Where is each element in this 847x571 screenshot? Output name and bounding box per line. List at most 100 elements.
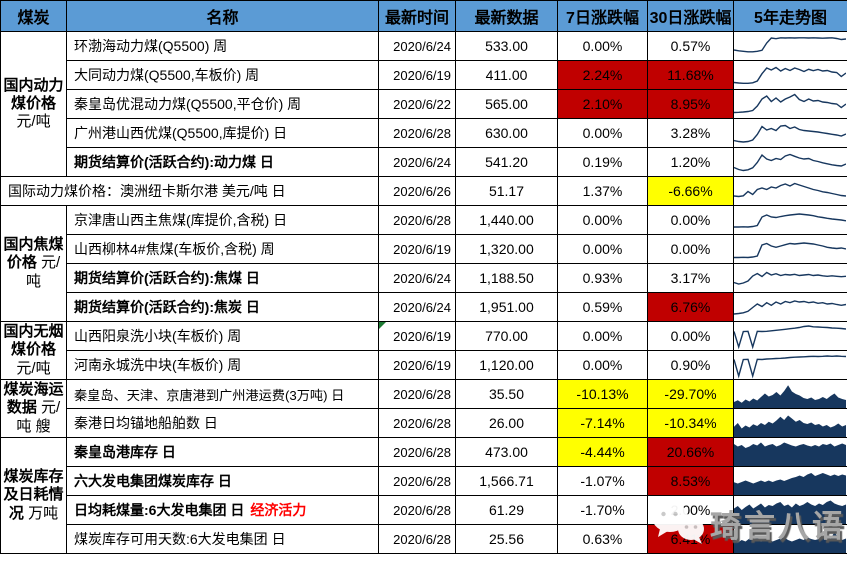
cell-30day-change[interactable]: 8.95% (647, 89, 734, 119)
cell-sparkline[interactable] (733, 118, 847, 148)
cell-7day-change[interactable]: 0.00% (557, 205, 648, 235)
cell-latest-value[interactable]: 1,120.00 (455, 350, 558, 380)
cell-7day-change[interactable]: 0.59% (557, 292, 648, 322)
cell-7day-change[interactable]: 0.19% (557, 147, 648, 177)
cell-sparkline[interactable] (733, 31, 847, 61)
cell-latest-value[interactable]: 565.00 (455, 89, 558, 119)
cell-sparkline[interactable] (733, 263, 847, 293)
cell-7day-change[interactable]: 0.00% (557, 321, 648, 351)
cell-30day-change[interactable]: 0.57% (647, 31, 734, 61)
cell-7day-change[interactable]: -1.70% (557, 495, 648, 525)
cell-sparkline[interactable] (733, 379, 847, 409)
cell-7day-change[interactable]: 0.63% (557, 524, 648, 554)
cell-latest-date[interactable]: 2020/6/24 (378, 292, 456, 322)
cell-name[interactable]: 秦港日均锚地船舶数 日 (66, 408, 379, 438)
cell-latest-value[interactable]: 770.00 (455, 321, 558, 351)
cell-30day-change[interactable]: 3.17% (647, 263, 734, 293)
cell-name[interactable]: 六大发电集团煤炭库存 日 (66, 466, 379, 496)
cell-latest-value[interactable]: 61.29 (455, 495, 558, 525)
cell-latest-value[interactable]: 1,440.00 (455, 205, 558, 235)
cell-name[interactable]: 广州港山西优煤(Q5500,库提价) 日 (66, 118, 379, 148)
cell-7day-change[interactable]: 0.00% (557, 234, 648, 264)
cell-7day-change[interactable]: 0.93% (557, 263, 648, 293)
cell-latest-date[interactable]: 2020/6/28 (378, 205, 456, 235)
cell-30day-change[interactable]: -10.34% (647, 408, 734, 438)
category-cell[interactable]: 国内无烟煤价格 元/吨 (0, 321, 67, 380)
cell-latest-date[interactable]: 2020/6/28 (378, 118, 456, 148)
cell-7day-change[interactable]: 2.10% (557, 89, 648, 119)
cell-name[interactable]: 煤炭库存可用天数:6大发电集团 日 (66, 524, 379, 554)
cell-latest-value[interactable]: 541.20 (455, 147, 558, 177)
cell-30day-change[interactable]: 8.53% (647, 466, 734, 496)
column-header-name[interactable]: 名称 (66, 0, 379, 32)
column-header-category[interactable]: 煤炭 (0, 0, 67, 32)
cell-latest-value[interactable]: 51.17 (455, 176, 558, 206)
cell-30day-change[interactable]: 3.28% (647, 118, 734, 148)
cell-30day-change[interactable]: 0.00% (647, 234, 734, 264)
cell-latest-date[interactable]: 2020/6/28 (378, 437, 456, 467)
cell-latest-date[interactable]: 2020/6/28 (378, 495, 456, 525)
cell-30day-change[interactable]: 1.20% (647, 147, 734, 177)
cell-7day-change[interactable]: 0.00% (557, 350, 648, 380)
cell-sparkline[interactable] (733, 466, 847, 496)
cell-sparkline[interactable] (733, 89, 847, 119)
category-cell[interactable]: 国内焦煤价格 元/吨 (0, 205, 67, 322)
cell-latest-date[interactable]: 2020/6/28 (378, 379, 456, 409)
cell-name[interactable]: 秦皇岛、天津、京唐港到广州港运费(3万吨) 日 (66, 379, 379, 409)
cell-latest-value[interactable]: 1,951.00 (455, 292, 558, 322)
cell-30day-change[interactable]: 2.00% (647, 495, 734, 525)
category-cell[interactable]: 国内动力煤价格 元/吨 (0, 31, 67, 177)
cell-7day-change[interactable]: 1.37% (557, 176, 648, 206)
cell-7day-change[interactable]: -1.07% (557, 466, 648, 496)
column-header-5year-trend[interactable]: 5年走势图 (733, 0, 847, 32)
cell-latest-value[interactable]: 630.00 (455, 118, 558, 148)
cell-name[interactable]: 期货结算价(活跃合约):焦炭 日 (66, 292, 379, 322)
cell-latest-value[interactable]: 533.00 (455, 31, 558, 61)
column-header-latest-value[interactable]: 最新数据 (455, 0, 558, 32)
cell-30day-change[interactable]: 6.76% (647, 292, 734, 322)
cell-7day-change[interactable]: -7.14% (557, 408, 648, 438)
cell-7day-change[interactable]: 0.00% (557, 118, 648, 148)
cell-30day-change[interactable]: 20.66% (647, 437, 734, 467)
column-header-30day-change[interactable]: 30日涨跌幅 (647, 0, 734, 32)
cell-latest-date[interactable]: 2020/6/28 (378, 524, 456, 554)
cell-latest-date[interactable]: 2020/6/24 (378, 263, 456, 293)
cell-7day-change[interactable]: 0.00% (557, 31, 648, 61)
cell-sparkline[interactable] (733, 176, 847, 206)
cell-name[interactable]: 期货结算价(活跃合约):动力煤 日 (66, 147, 379, 177)
column-header-7day-change[interactable]: 7日涨跌幅 (557, 0, 648, 32)
cell-30day-change[interactable]: 0.90% (647, 350, 734, 380)
cell-latest-date[interactable]: 2020/6/26 (378, 176, 456, 206)
cell-latest-date[interactable]: 2020/6/22 (378, 89, 456, 119)
cell-latest-value[interactable]: 473.00 (455, 437, 558, 467)
column-header-latest-date[interactable]: 最新时间 (378, 0, 456, 32)
cell-name[interactable]: 日均耗煤量:6大发电集团 日经济活力 (66, 495, 379, 525)
cell-name[interactable]: 河南永城洗中块(车板价) 周 (66, 350, 379, 380)
cell-latest-value[interactable]: 35.50 (455, 379, 558, 409)
cell-sparkline[interactable] (733, 60, 847, 90)
cell-latest-value[interactable]: 411.00 (455, 60, 558, 90)
cell-latest-date[interactable]: 2020/6/24 (378, 147, 456, 177)
cell-30day-change[interactable]: 0.00% (647, 321, 734, 351)
cell-latest-value[interactable]: 26.00 (455, 408, 558, 438)
cell-name[interactable]: 环渤海动力煤(Q5500) 周 (66, 31, 379, 61)
cell-30day-change[interactable]: -29.70% (647, 379, 734, 409)
cell-latest-date[interactable]: 2020/6/24 (378, 31, 456, 61)
cell-name[interactable]: 京津唐山西主焦煤(库提价,含税) 日 (66, 205, 379, 235)
cell-30day-change[interactable]: 11.68% (647, 60, 734, 90)
cell-latest-date[interactable]: 2020/6/19 (378, 60, 456, 90)
cell-name[interactable]: 国际动力煤价格：澳洲纽卡斯尔港 美元/吨 日 (0, 176, 379, 206)
cell-name[interactable]: 大同动力煤(Q5500,车板价) 周 (66, 60, 379, 90)
cell-sparkline[interactable] (733, 495, 847, 525)
cell-sparkline[interactable] (733, 524, 847, 554)
cell-7day-change[interactable]: -10.13% (557, 379, 648, 409)
cell-sparkline[interactable] (733, 292, 847, 322)
cell-7day-change[interactable]: 2.24% (557, 60, 648, 90)
cell-latest-date[interactable]: 2020/6/19 (378, 321, 456, 351)
cell-name[interactable]: 期货结算价(活跃合约):焦煤 日 (66, 263, 379, 293)
category-cell[interactable]: 煤炭库存及日耗情况 万吨 (0, 437, 67, 554)
cell-30day-change[interactable]: 0.00% (647, 205, 734, 235)
cell-latest-value[interactable]: 1,566.71 (455, 466, 558, 496)
cell-latest-value[interactable]: 25.56 (455, 524, 558, 554)
cell-latest-value[interactable]: 1,320.00 (455, 234, 558, 264)
